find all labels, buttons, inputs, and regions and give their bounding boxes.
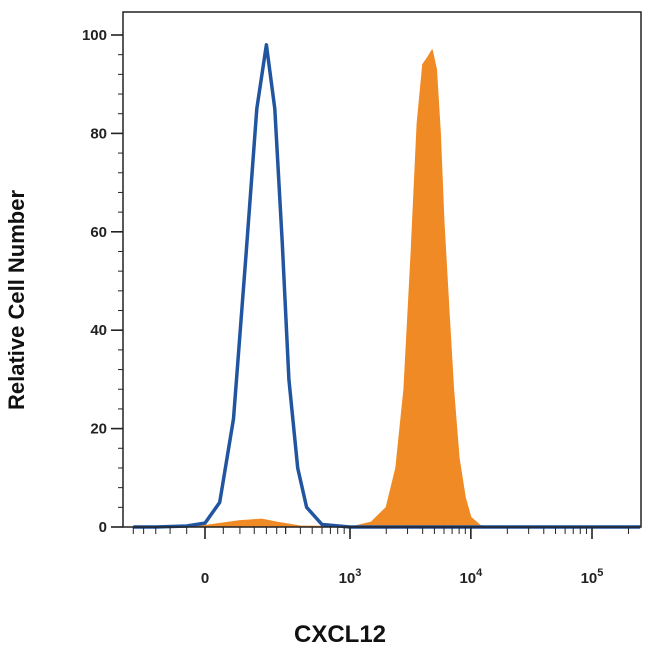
x-tick-base: 10 <box>459 570 476 587</box>
x-axis-title: CXCL12 <box>294 621 386 648</box>
x-tick-label: 105 <box>581 567 604 587</box>
series-layer-line <box>133 43 641 529</box>
series-layer-filled <box>155 49 493 528</box>
x-tick-exponent: 4 <box>476 567 483 579</box>
x-tick-exponent: 3 <box>355 567 361 579</box>
y-tick-label: 20 <box>90 421 107 438</box>
plot-frame <box>122 11 642 528</box>
histogram-line <box>133 43 641 529</box>
x-tick-exponent: 5 <box>597 567 603 579</box>
histogram-filled <box>155 49 493 528</box>
y-tick-label: 40 <box>90 322 107 339</box>
y-tick-label: 0 <box>99 519 107 536</box>
y-tick-label: 80 <box>90 125 107 142</box>
x-tick-label: 0 <box>201 570 209 587</box>
x-tick-base: 0 <box>201 570 209 587</box>
y-tick-label: 100 <box>82 27 107 44</box>
x-tick-base: 10 <box>339 570 356 587</box>
x-tick-label: 103 <box>339 567 362 587</box>
y-axis-title: Relative Cell Number <box>4 190 29 411</box>
x-tick-base: 10 <box>581 570 598 587</box>
x-tick-label: 104 <box>459 567 483 587</box>
x-axis: 0 103 104 105 <box>132 527 629 587</box>
y-axis: 0 20 40 60 80 100 <box>82 27 123 536</box>
y-tick-label: 60 <box>90 224 107 241</box>
